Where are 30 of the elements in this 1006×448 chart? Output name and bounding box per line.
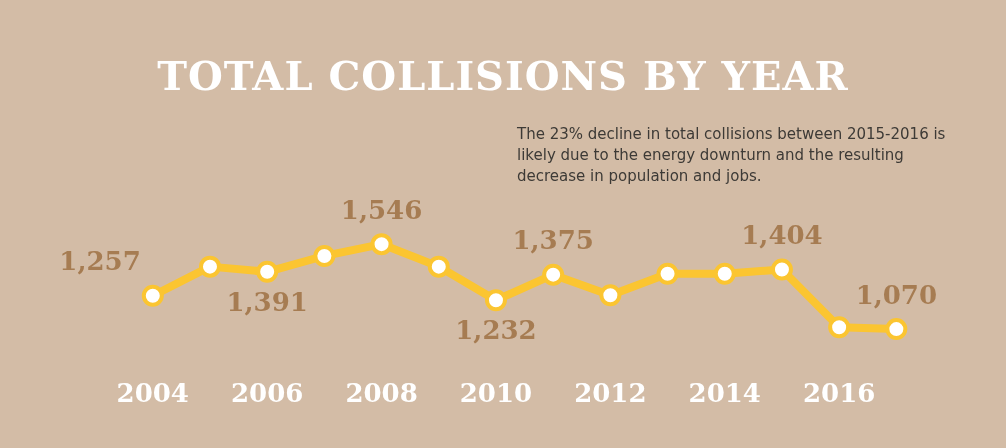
point: [313, 244, 336, 267]
data-label: 1,232: [455, 314, 537, 345]
point: [198, 255, 221, 278]
x-tick-label: 2012: [574, 378, 647, 409]
point: [256, 260, 279, 283]
data-label: 1,070: [855, 279, 938, 310]
x-tick-label: 2008: [345, 378, 418, 409]
data-label: 1,404: [741, 220, 823, 251]
data-label: 1,375: [512, 225, 594, 256]
text: The 23% decline in total collisions between 2015-2016 is likely due to the energy downturn and the resulting decrease in population and jobs.: [517, 124, 947, 187]
x-tick-label: 2006: [230, 378, 304, 409]
chart-title: TOTAL COLLISIONS BY YEAR: [156, 52, 850, 99]
point: [713, 262, 736, 285]
x-tick-label: 2010: [459, 378, 533, 409]
point: [828, 316, 851, 339]
point: [370, 233, 393, 256]
point: [885, 318, 908, 341]
x-tick-label: 2004: [116, 378, 189, 409]
data-label: 1,391: [226, 286, 308, 317]
data-label: 1,546: [340, 194, 423, 225]
point: [484, 289, 507, 312]
point: [656, 262, 679, 285]
point: [599, 284, 622, 307]
point: [141, 284, 164, 307]
point: [427, 255, 450, 278]
x-tick-label: 2016: [802, 378, 876, 409]
point: [542, 263, 565, 286]
data-label: 1,257: [59, 246, 141, 277]
point: [770, 258, 793, 281]
x-tick-label: 2014: [688, 378, 761, 409]
